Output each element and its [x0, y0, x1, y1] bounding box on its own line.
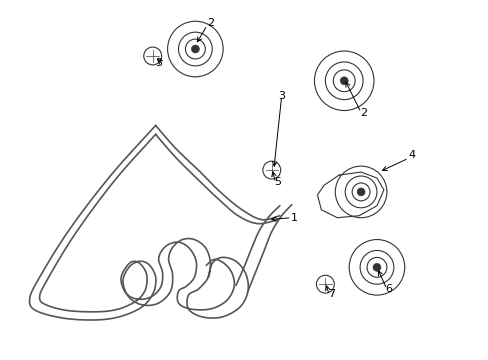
Circle shape [356, 188, 365, 196]
Text: 7: 7 [327, 289, 334, 299]
Text: 5: 5 [274, 177, 281, 187]
Text: 2: 2 [360, 108, 367, 117]
Circle shape [372, 264, 380, 271]
Text: 3: 3 [278, 91, 285, 101]
Circle shape [340, 77, 347, 85]
Text: 6: 6 [385, 284, 391, 294]
Text: 4: 4 [407, 150, 414, 160]
Text: 2: 2 [206, 18, 213, 28]
Text: 1: 1 [290, 213, 298, 223]
Text: 3: 3 [155, 58, 162, 68]
Circle shape [191, 45, 199, 53]
